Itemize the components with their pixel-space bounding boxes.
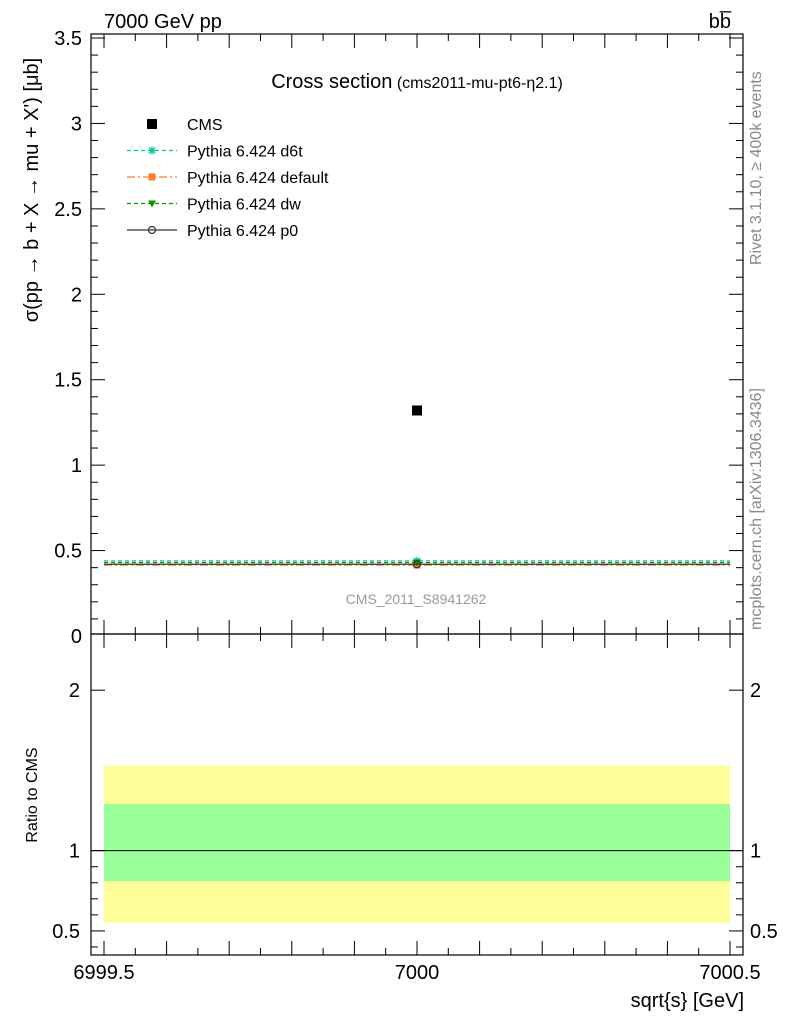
x-tick-label: 6999.5 [73, 962, 134, 984]
legend-label-4: Pythia 6.424 p0 [187, 223, 298, 240]
ratio-ticks: 6999.5 7000 7000.5 0.5 0.5 1 1 2 2 [52, 633, 778, 984]
legend-marker-3 [148, 200, 156, 208]
y-axis-label: σ(pp → b + X → mu + X') [μb] [21, 58, 43, 322]
x-tick-label: 7000 [395, 962, 440, 984]
ratio-y-label: Ratio to CMS [24, 747, 41, 842]
legend-marker-1 [148, 146, 156, 155]
legend: CMS Pythia 6.424 d6t Pythia 6.424 default P… [127, 117, 329, 240]
ratio-y-tick-label: 1 [69, 841, 80, 863]
legend-label-0: CMS [187, 117, 223, 134]
legend-marker-2 [148, 173, 156, 181]
main-panel: 0 0.5 1 1.5 2 2.5 3 3.5 Cross section (cms2011-… [21, 28, 744, 648]
ratio-panel: 6999.5 7000 7000.50.5 0.51 12 2 Ratio to CMS … [24, 633, 778, 1012]
y-tick-label: 1.5 [54, 370, 82, 392]
main-series [104, 405, 730, 569]
ratio-band-1 [104, 804, 730, 882]
ratio-y-tick-label-right: 0.5 [750, 921, 778, 943]
header-right: bb̅ [709, 10, 732, 33]
watermark: CMS_2011_S8941262 [346, 591, 487, 607]
ratio-bands [91, 765, 743, 923]
y-tick-label: 0.5 [54, 541, 82, 563]
legend-label-1: Pythia 6.424 d6t [187, 144, 303, 161]
y-tick-label: 2.5 [54, 199, 82, 221]
legend-label-2: Pythia 6.424 default [187, 170, 329, 187]
side-label-upper: Rivet 3.1.10, ≥ 400k events [748, 71, 765, 265]
main-subtitle-text: (cms2011-mu-pt6-η2.1) [397, 75, 563, 92]
legend-marker-4 [147, 225, 157, 235]
ratio-y-tick-label-right: 1 [750, 841, 761, 863]
side-label-lower: mcplots.cern.ch [arXiv:1306.3436] [748, 388, 765, 630]
data-point [412, 405, 422, 416]
main-title-text: Cross section [271, 71, 392, 93]
series-marker-4 [412, 560, 422, 569]
x-axis-label: sqrt{s} [GeV] [631, 990, 744, 1012]
y-tick-label: 3 [71, 113, 82, 135]
x-tick-label: 7000.5 [699, 962, 760, 984]
legend-marker-0 [147, 119, 157, 129]
main-ticks: 0 0.5 1 1.5 2 2.5 3 3.5 [54, 28, 744, 648]
y-tick-label: 3.5 [54, 28, 82, 50]
ratio-y-tick-label-right: 2 [750, 680, 761, 702]
ratio-y-tick-label: 0.5 [52, 921, 80, 943]
y-tick-label: 1 [71, 455, 82, 477]
y-tick-label: 2 [71, 284, 82, 306]
y-tick-label: 0 [71, 626, 82, 648]
header-left: 7000 GeV pp [104, 11, 222, 33]
legend-label-3: Pythia 6.424 dw [187, 197, 301, 214]
main-title: Cross section (cms2011-mu-pt6-η2.1) [271, 71, 563, 93]
legend-marker-1-stroke [148, 147, 156, 154]
ratio-y-tick-label: 2 [69, 680, 80, 702]
